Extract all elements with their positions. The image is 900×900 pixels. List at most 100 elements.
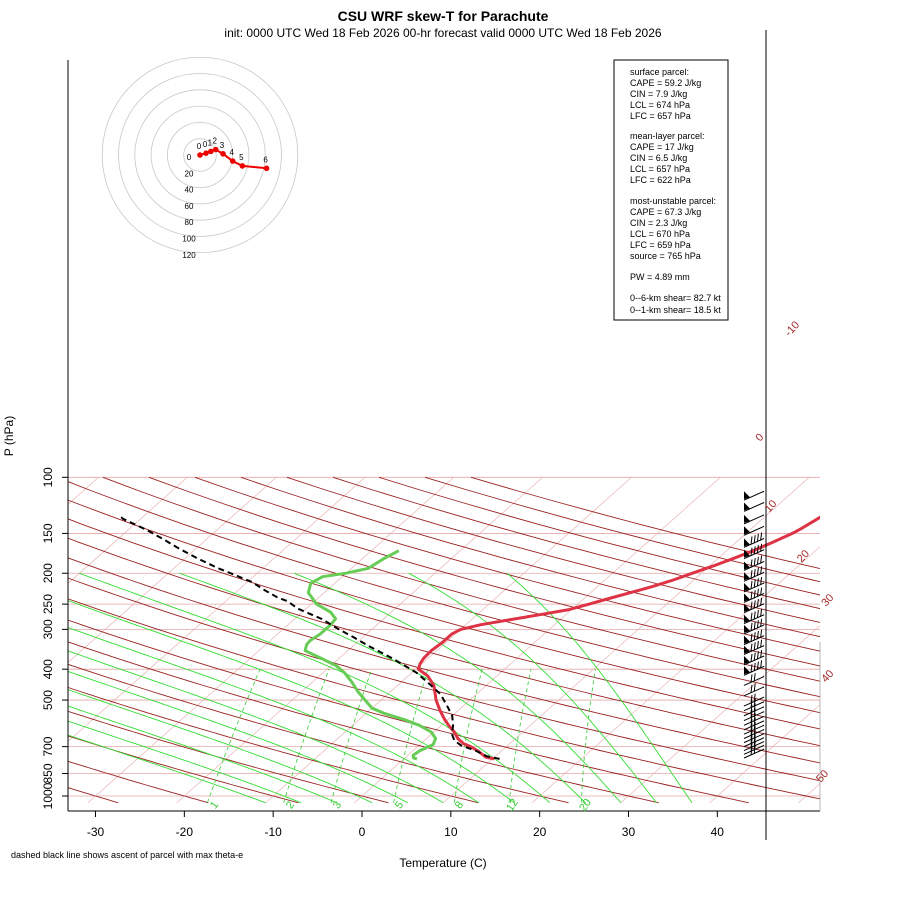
hodograph-ring <box>101 56 299 254</box>
wind-barb <box>743 649 765 666</box>
wind-barb-feather <box>760 543 763 552</box>
hodograph-point-label: 3 <box>220 141 225 150</box>
wind-barb-feather <box>750 547 753 556</box>
surface-lfc: LFC = 657 hPa <box>630 111 691 121</box>
mixing-ratio-lines <box>207 669 596 803</box>
dewpoint-line <box>303 549 438 761</box>
dry-adiabat-line <box>286 476 820 623</box>
x-tick-label: 20 <box>533 825 547 839</box>
wind-barb-feather <box>753 621 756 630</box>
wind-barb-feather <box>753 546 756 555</box>
wind-barb-flag <box>744 502 750 511</box>
wind-barb-feather <box>753 726 756 735</box>
wind-barb-shaft <box>743 514 765 525</box>
wind-barb-feather <box>750 622 753 631</box>
isotherm-line <box>68 477 366 742</box>
dry-adiabat-line <box>102 476 820 682</box>
wind-barb-flag <box>744 603 750 612</box>
wind-barb <box>743 543 765 560</box>
wind-barb-flag <box>744 655 750 664</box>
wind-barb <box>743 629 765 646</box>
wind-barb-feather <box>750 559 753 568</box>
hodograph-point-label: 5 <box>239 153 244 162</box>
hodograph-ring <box>118 73 282 237</box>
temperature-line <box>416 515 820 761</box>
wind-barb-flag <box>744 514 750 523</box>
wind-barb-feather <box>753 652 756 661</box>
wind-barb-flag <box>744 491 750 500</box>
wind-barb-feather <box>753 721 756 730</box>
hodograph-ring-label: 60 <box>185 202 194 211</box>
dry-adiabat-line <box>68 598 820 800</box>
most-unstable-lfc: LFC = 659 hPa <box>630 240 691 250</box>
wind-barb-flag <box>744 645 750 654</box>
mixing-ratio-label: 2 <box>284 799 297 811</box>
mixing-ratio-label: 5 <box>393 799 406 811</box>
wind-barb-flag <box>744 526 750 535</box>
wind-barb <box>743 726 765 739</box>
moist-adiabat-line <box>68 734 266 804</box>
wind-barb-feather <box>750 699 753 708</box>
wind-barb-feather <box>750 674 753 683</box>
x-tick-label: 40 <box>711 825 725 839</box>
x-tick-label: 10 <box>444 825 458 839</box>
wind-barb-feather <box>753 717 756 726</box>
most-unstable-header: most-unstable parcel: <box>630 196 716 206</box>
wind-barb <box>743 693 765 707</box>
wind-barb-feather <box>753 611 756 620</box>
wind-barb-feather <box>753 568 756 578</box>
hodograph-point <box>263 165 270 172</box>
surface-lcl: LCL = 674 hPa <box>630 100 690 110</box>
temperature-axis: -30 -20 -10 0 10 20 30 40 <box>87 811 724 839</box>
wind-barb-feather <box>750 643 753 652</box>
info-box-frame <box>613 59 729 321</box>
wind-barb <box>743 566 765 582</box>
dry-adiabat-line <box>68 686 479 804</box>
moist-adiabat-line <box>506 572 693 804</box>
wind-barb <box>743 514 765 525</box>
wind-barb-feather <box>753 590 756 599</box>
dry-adiabat-line <box>68 557 820 764</box>
wind-barb-flag <box>744 624 750 633</box>
wind-barb-feather <box>750 704 753 713</box>
surface-cape: CAPE = 59.2 J/kg <box>630 78 701 88</box>
dry-adiabat-line <box>148 476 820 667</box>
wind-barb-feather <box>756 533 759 542</box>
wind-barb-feather <box>756 599 759 608</box>
wind-barb-feather <box>750 714 753 723</box>
moist-adiabat-line <box>408 572 657 804</box>
wind-barb <box>743 555 765 571</box>
y-tick-label: 250 <box>41 594 55 614</box>
wind-barb-feather <box>750 709 753 718</box>
footnote: dashed black line shows ascent of parcel… <box>11 850 243 860</box>
wind-barb-feather <box>760 660 763 669</box>
dry-adiabat-line <box>68 577 820 782</box>
moist-adiabat-line <box>68 689 373 804</box>
hodograph-point-label: 1 <box>208 138 213 147</box>
wind-barb-feather <box>750 633 753 642</box>
parcel-ascent-line <box>118 513 500 760</box>
mixing-ratio-line <box>508 669 532 803</box>
y-axis-label: P (hPa) <box>2 416 16 456</box>
moist-adiabat-line <box>68 705 337 804</box>
wind-barb-feather <box>753 698 756 707</box>
hodograph-ring <box>150 105 250 205</box>
dry-adiabat-line <box>68 499 820 714</box>
hodograph-point <box>220 150 226 157</box>
wind-barb-feather <box>750 746 753 756</box>
x-axis-label: Temperature (C) <box>399 856 486 870</box>
wind-barb-feather <box>753 558 756 567</box>
y-tick-label: 700 <box>41 736 55 756</box>
wind-barb-feather <box>756 630 759 640</box>
hodograph-ring-label: 100 <box>182 235 196 244</box>
wind-barb <box>743 502 765 512</box>
moist-adiabat-line <box>68 670 408 804</box>
x-tick-label: -20 <box>176 825 194 839</box>
wind-barb <box>743 597 765 614</box>
hodograph-point-label: 4 <box>229 148 234 157</box>
most-unstable-cape: CAPE = 67.3 J/kg <box>630 207 701 217</box>
